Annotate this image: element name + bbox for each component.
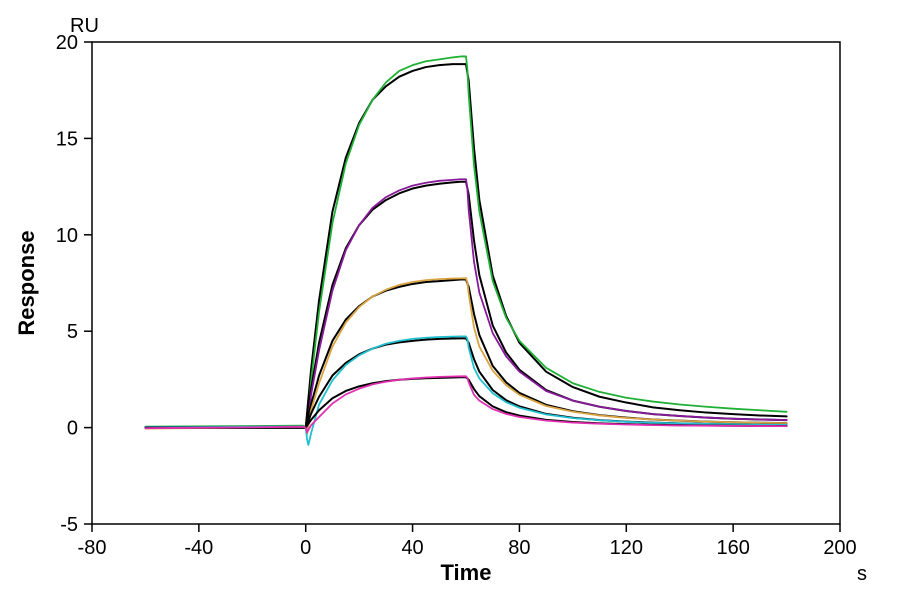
sensorgram-chart: -80-4004080120160200-505101520TimeRespon… xyxy=(0,0,900,600)
y-axis-title: Response xyxy=(14,230,39,335)
x-tick-label: 0 xyxy=(300,537,311,559)
x-tick-label: 120 xyxy=(610,537,643,559)
x-tick-label: 160 xyxy=(716,537,749,559)
x-tick-label: -40 xyxy=(184,537,213,559)
x-tick-label: 80 xyxy=(508,537,530,559)
plot-background xyxy=(0,0,900,600)
y-tick-label: 15 xyxy=(56,128,78,150)
x-unit-label: s xyxy=(857,563,867,585)
y-tick-label: 0 xyxy=(67,418,78,440)
y-unit-label: RU xyxy=(70,15,99,37)
chart-svg: -80-4004080120160200-505101520TimeRespon… xyxy=(0,0,900,600)
y-tick-label: 10 xyxy=(56,225,78,247)
y-tick-label: -5 xyxy=(60,514,78,536)
x-tick-label: -80 xyxy=(78,537,107,559)
x-axis-title: Time xyxy=(441,560,492,585)
x-tick-label: 200 xyxy=(823,537,856,559)
y-tick-label: 5 xyxy=(67,321,78,343)
x-tick-label: 40 xyxy=(401,537,423,559)
